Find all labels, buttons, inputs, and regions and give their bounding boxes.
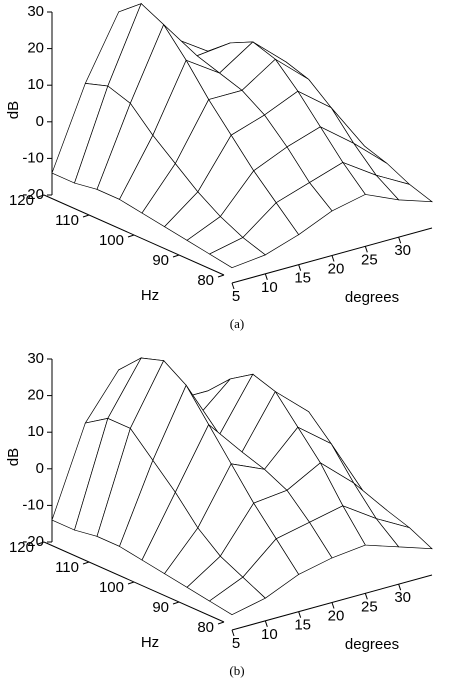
y-tick-label: 100 (99, 579, 124, 596)
x-tick-label: 10 (261, 626, 278, 643)
x-tick (298, 611, 302, 618)
x-tick-label: 5 (232, 288, 240, 305)
y-tick (172, 601, 180, 605)
y-tick (217, 621, 225, 625)
y-tick (37, 541, 45, 545)
x-tick (264, 620, 268, 627)
x-tick-label: 20 (328, 260, 345, 277)
x-tick-label: 25 (361, 598, 378, 615)
x-tick (231, 282, 235, 290)
z-tick-label: 30 (27, 350, 44, 367)
y-tick-label: 110 (55, 212, 79, 229)
x-tick-label: 30 (394, 589, 411, 606)
y-tick-label: 120 (9, 192, 34, 209)
z-tick-label: 10 (27, 76, 44, 93)
z-tick-label: -10 (22, 149, 44, 166)
x-tick (331, 602, 335, 609)
z-tick-label: -20 (22, 533, 44, 550)
y-tick (82, 214, 90, 218)
z-tick-label: -20 (22, 186, 44, 203)
x-tick-label: 10 (261, 279, 278, 296)
x-tick (398, 237, 402, 244)
x-tick-label: 25 (361, 251, 378, 268)
x-tick (364, 246, 368, 253)
z-label: dB (5, 101, 22, 119)
x-tick (231, 629, 235, 637)
y-label: Hz (141, 287, 159, 304)
z-tick-label: -10 (22, 496, 44, 513)
y-tick (127, 234, 135, 238)
x-tick (364, 593, 368, 600)
y-tick (37, 194, 45, 198)
y-tick (127, 581, 135, 585)
x-tick (398, 584, 402, 591)
y-tick-label: 90 (152, 599, 169, 616)
x-tick (264, 273, 268, 280)
x-tick-label: 30 (394, 242, 411, 259)
y-tick-label: 90 (152, 252, 169, 269)
x-tick (331, 255, 335, 262)
y-tick-label: 110 (55, 559, 79, 576)
z-tick-label: 0 (36, 113, 44, 130)
y-tick (217, 274, 225, 278)
x-tick-label: 15 (294, 270, 311, 287)
caption: (b) (229, 663, 244, 678)
y-tick (172, 254, 180, 258)
y-tick-label: 80 (197, 619, 214, 636)
z-tick-label: 0 (36, 460, 44, 477)
y-tick-label: 120 (9, 539, 34, 556)
z-tick-label: 10 (27, 423, 44, 440)
z-tick-label: 20 (27, 40, 44, 57)
y-tick (82, 561, 90, 565)
y-label: Hz (141, 634, 159, 651)
surface-cell (208, 576, 266, 616)
y-tick-label: 100 (99, 232, 124, 249)
surface-cell (208, 237, 267, 269)
x-tick-label: 20 (328, 607, 345, 624)
x-tick (298, 264, 302, 271)
z-label: dB (5, 448, 22, 466)
x-tick-label: 5 (232, 635, 240, 652)
z-tick-label: 30 (27, 3, 44, 20)
z-tick-label: 20 (27, 387, 44, 404)
x-tick-label: 15 (294, 617, 311, 634)
caption: (a) (230, 316, 244, 331)
x-label: degrees (345, 636, 399, 653)
x-label: degrees (345, 289, 399, 306)
y-tick-label: 80 (197, 272, 214, 289)
